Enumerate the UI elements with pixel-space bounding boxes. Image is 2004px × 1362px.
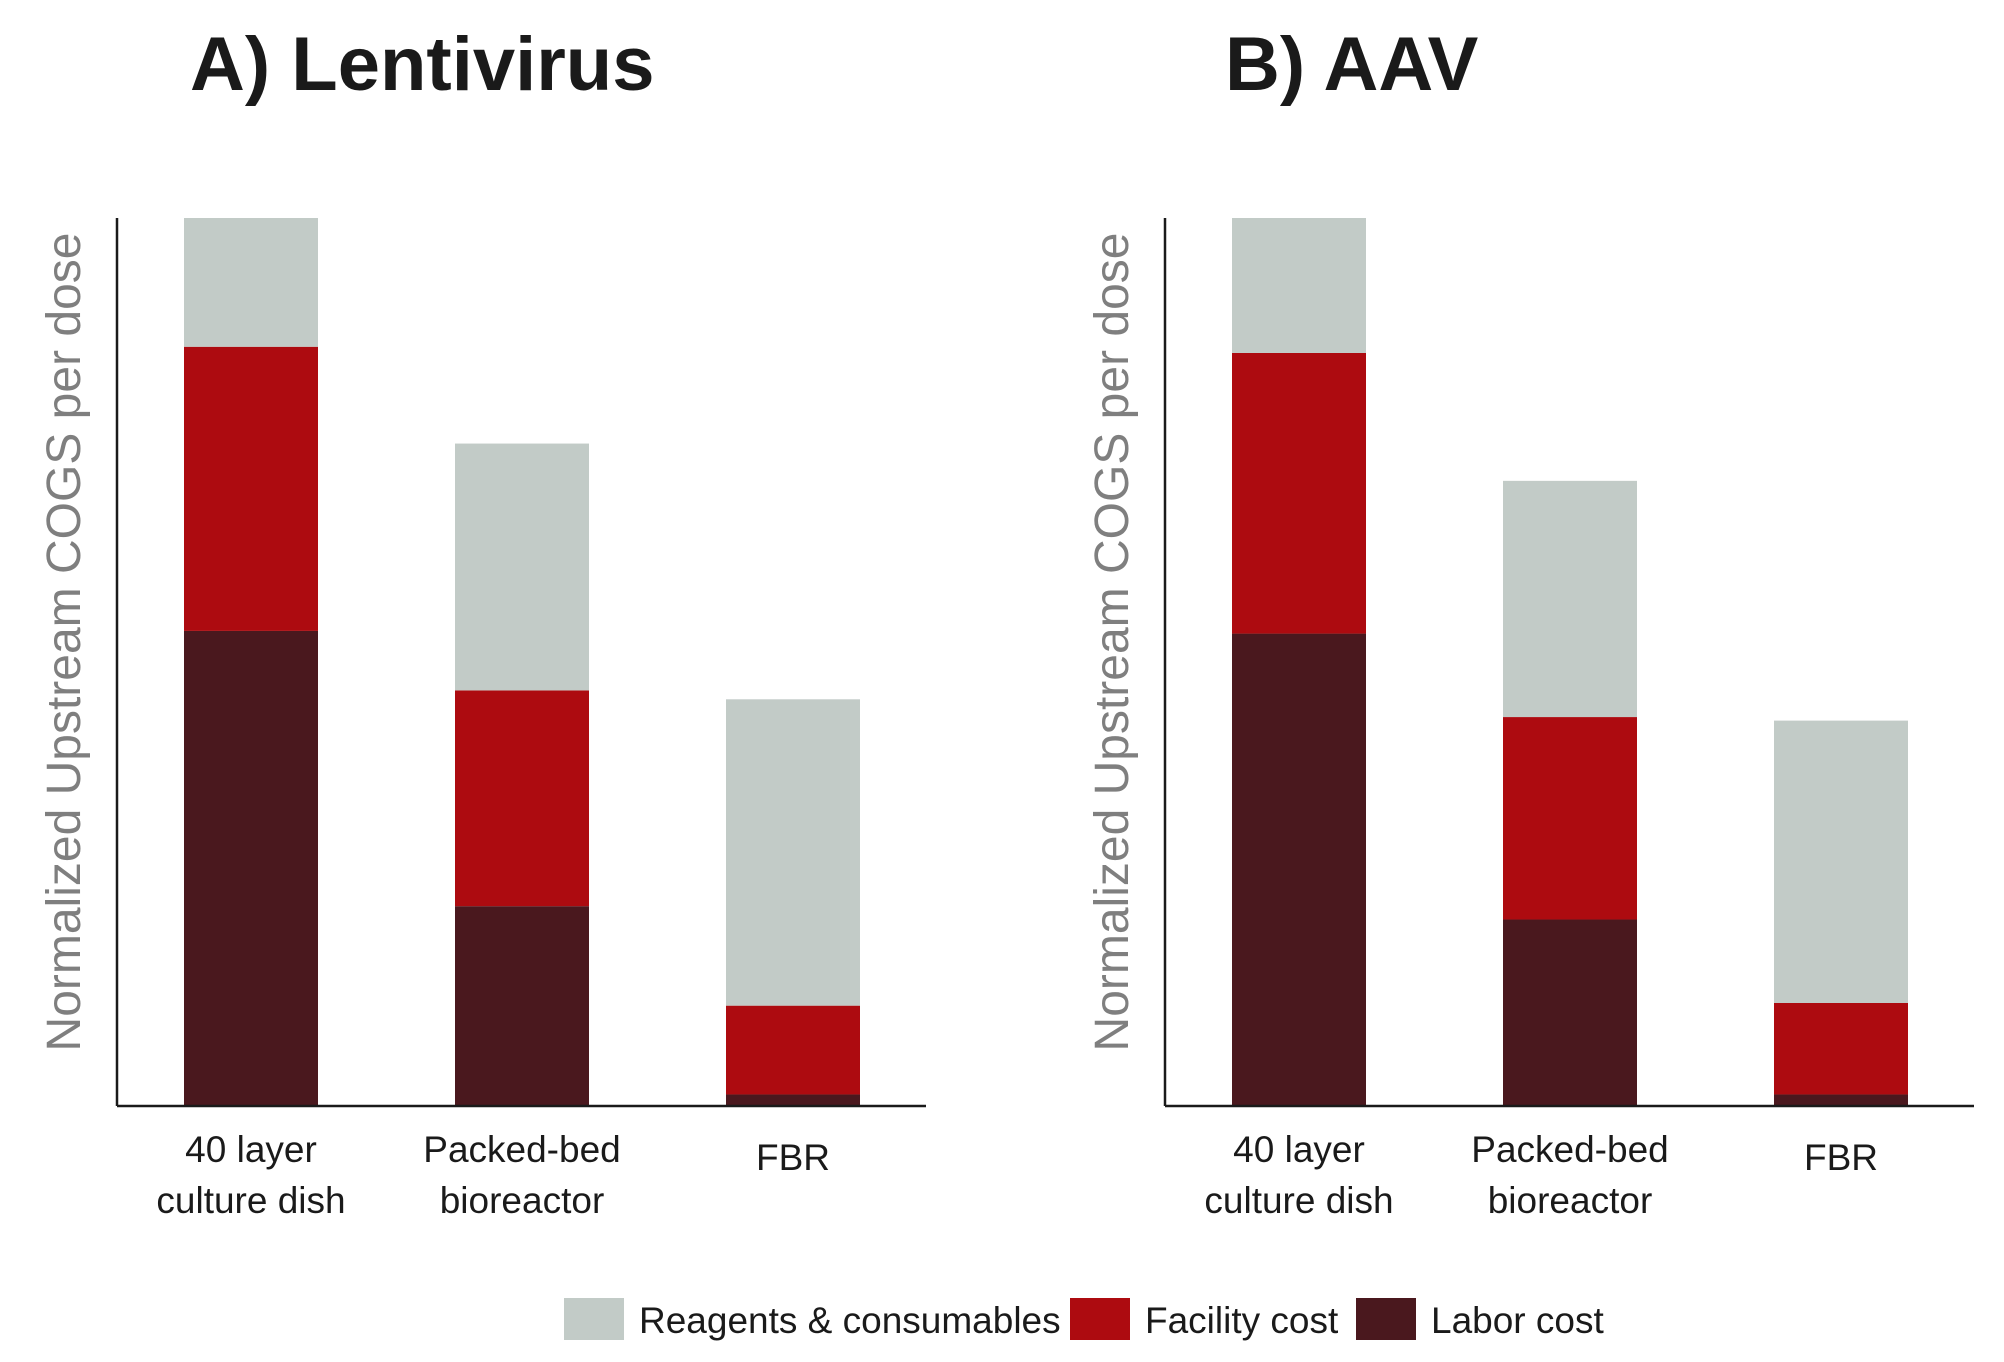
bar-segment-reagents-consumables — [1503, 480, 1637, 718]
legend-item-labor-cost: Labor cost — [1356, 1298, 1604, 1341]
bar-segment-reagents-consumables — [1774, 720, 1908, 1003]
legend-item-facility-cost: Facility cost — [1070, 1298, 1339, 1341]
bar-segment-facility-cost — [455, 690, 589, 907]
x-tick-label: Packed-bed bioreactor — [1471, 1129, 1668, 1221]
panels-layer: A) Lentivirus Normalized Upstream COGS pe… — [38, 22, 1974, 1221]
x-tick-label: FBR — [756, 1137, 830, 1178]
bar-segment-reagents-consumables — [1232, 218, 1366, 353]
legend-swatch — [1070, 1298, 1130, 1340]
legend-item-reagents-consumables: Reagents & consumables — [564, 1298, 1061, 1341]
bar-segment-facility-cost — [726, 1005, 860, 1095]
legend-label: Reagents & consumables — [639, 1300, 1061, 1341]
panel-title: B) AAV — [1225, 22, 1479, 107]
bar-segment-labor-cost — [184, 630, 318, 1106]
bar-segment-labor-cost — [1232, 633, 1366, 1106]
legend-swatch — [1356, 1298, 1416, 1340]
bar-segment-reagents-consumables — [455, 443, 589, 691]
x-tick-label: Packed-bed bioreactor — [423, 1129, 620, 1221]
x-tick-label: 40 layer culture dish — [156, 1129, 345, 1221]
y-axis-label: Normalized Upstream COGS per dose — [38, 233, 91, 1052]
x-tick-label: 40 layer culture dish — [1204, 1129, 1393, 1221]
bar-segment-reagents-consumables — [726, 699, 860, 1006]
bar-segment-facility-cost — [1503, 717, 1637, 920]
panel-title: A) Lentivirus — [190, 22, 655, 107]
legend: Reagents & consumables Facility cost Labor… — [564, 1298, 1604, 1341]
legend-label: Labor cost — [1431, 1300, 1604, 1341]
chart-panel-1: A) Lentivirus Normalized Upstream COGS pe… — [38, 22, 926, 1221]
bar-segment-labor-cost — [455, 906, 589, 1106]
bar-segment-reagents-consumables — [184, 218, 318, 347]
bar-segment-labor-cost — [1503, 919, 1637, 1106]
x-tick-label: FBR — [1804, 1137, 1878, 1178]
bar-segment-facility-cost — [1774, 1002, 1908, 1095]
y-axis-label: Normalized Upstream COGS per dose — [1086, 233, 1139, 1052]
bar-segment-labor-cost — [726, 1094, 860, 1106]
bar-segment-labor-cost — [1774, 1094, 1908, 1106]
legend-swatch — [564, 1298, 624, 1340]
bar-segment-facility-cost — [184, 346, 318, 631]
chart-panel-2: B) AAV Normalized Upstream COGS per dose 4… — [1086, 22, 1974, 1221]
legend-label: Facility cost — [1145, 1300, 1339, 1341]
bar-segment-facility-cost — [1232, 352, 1366, 634]
